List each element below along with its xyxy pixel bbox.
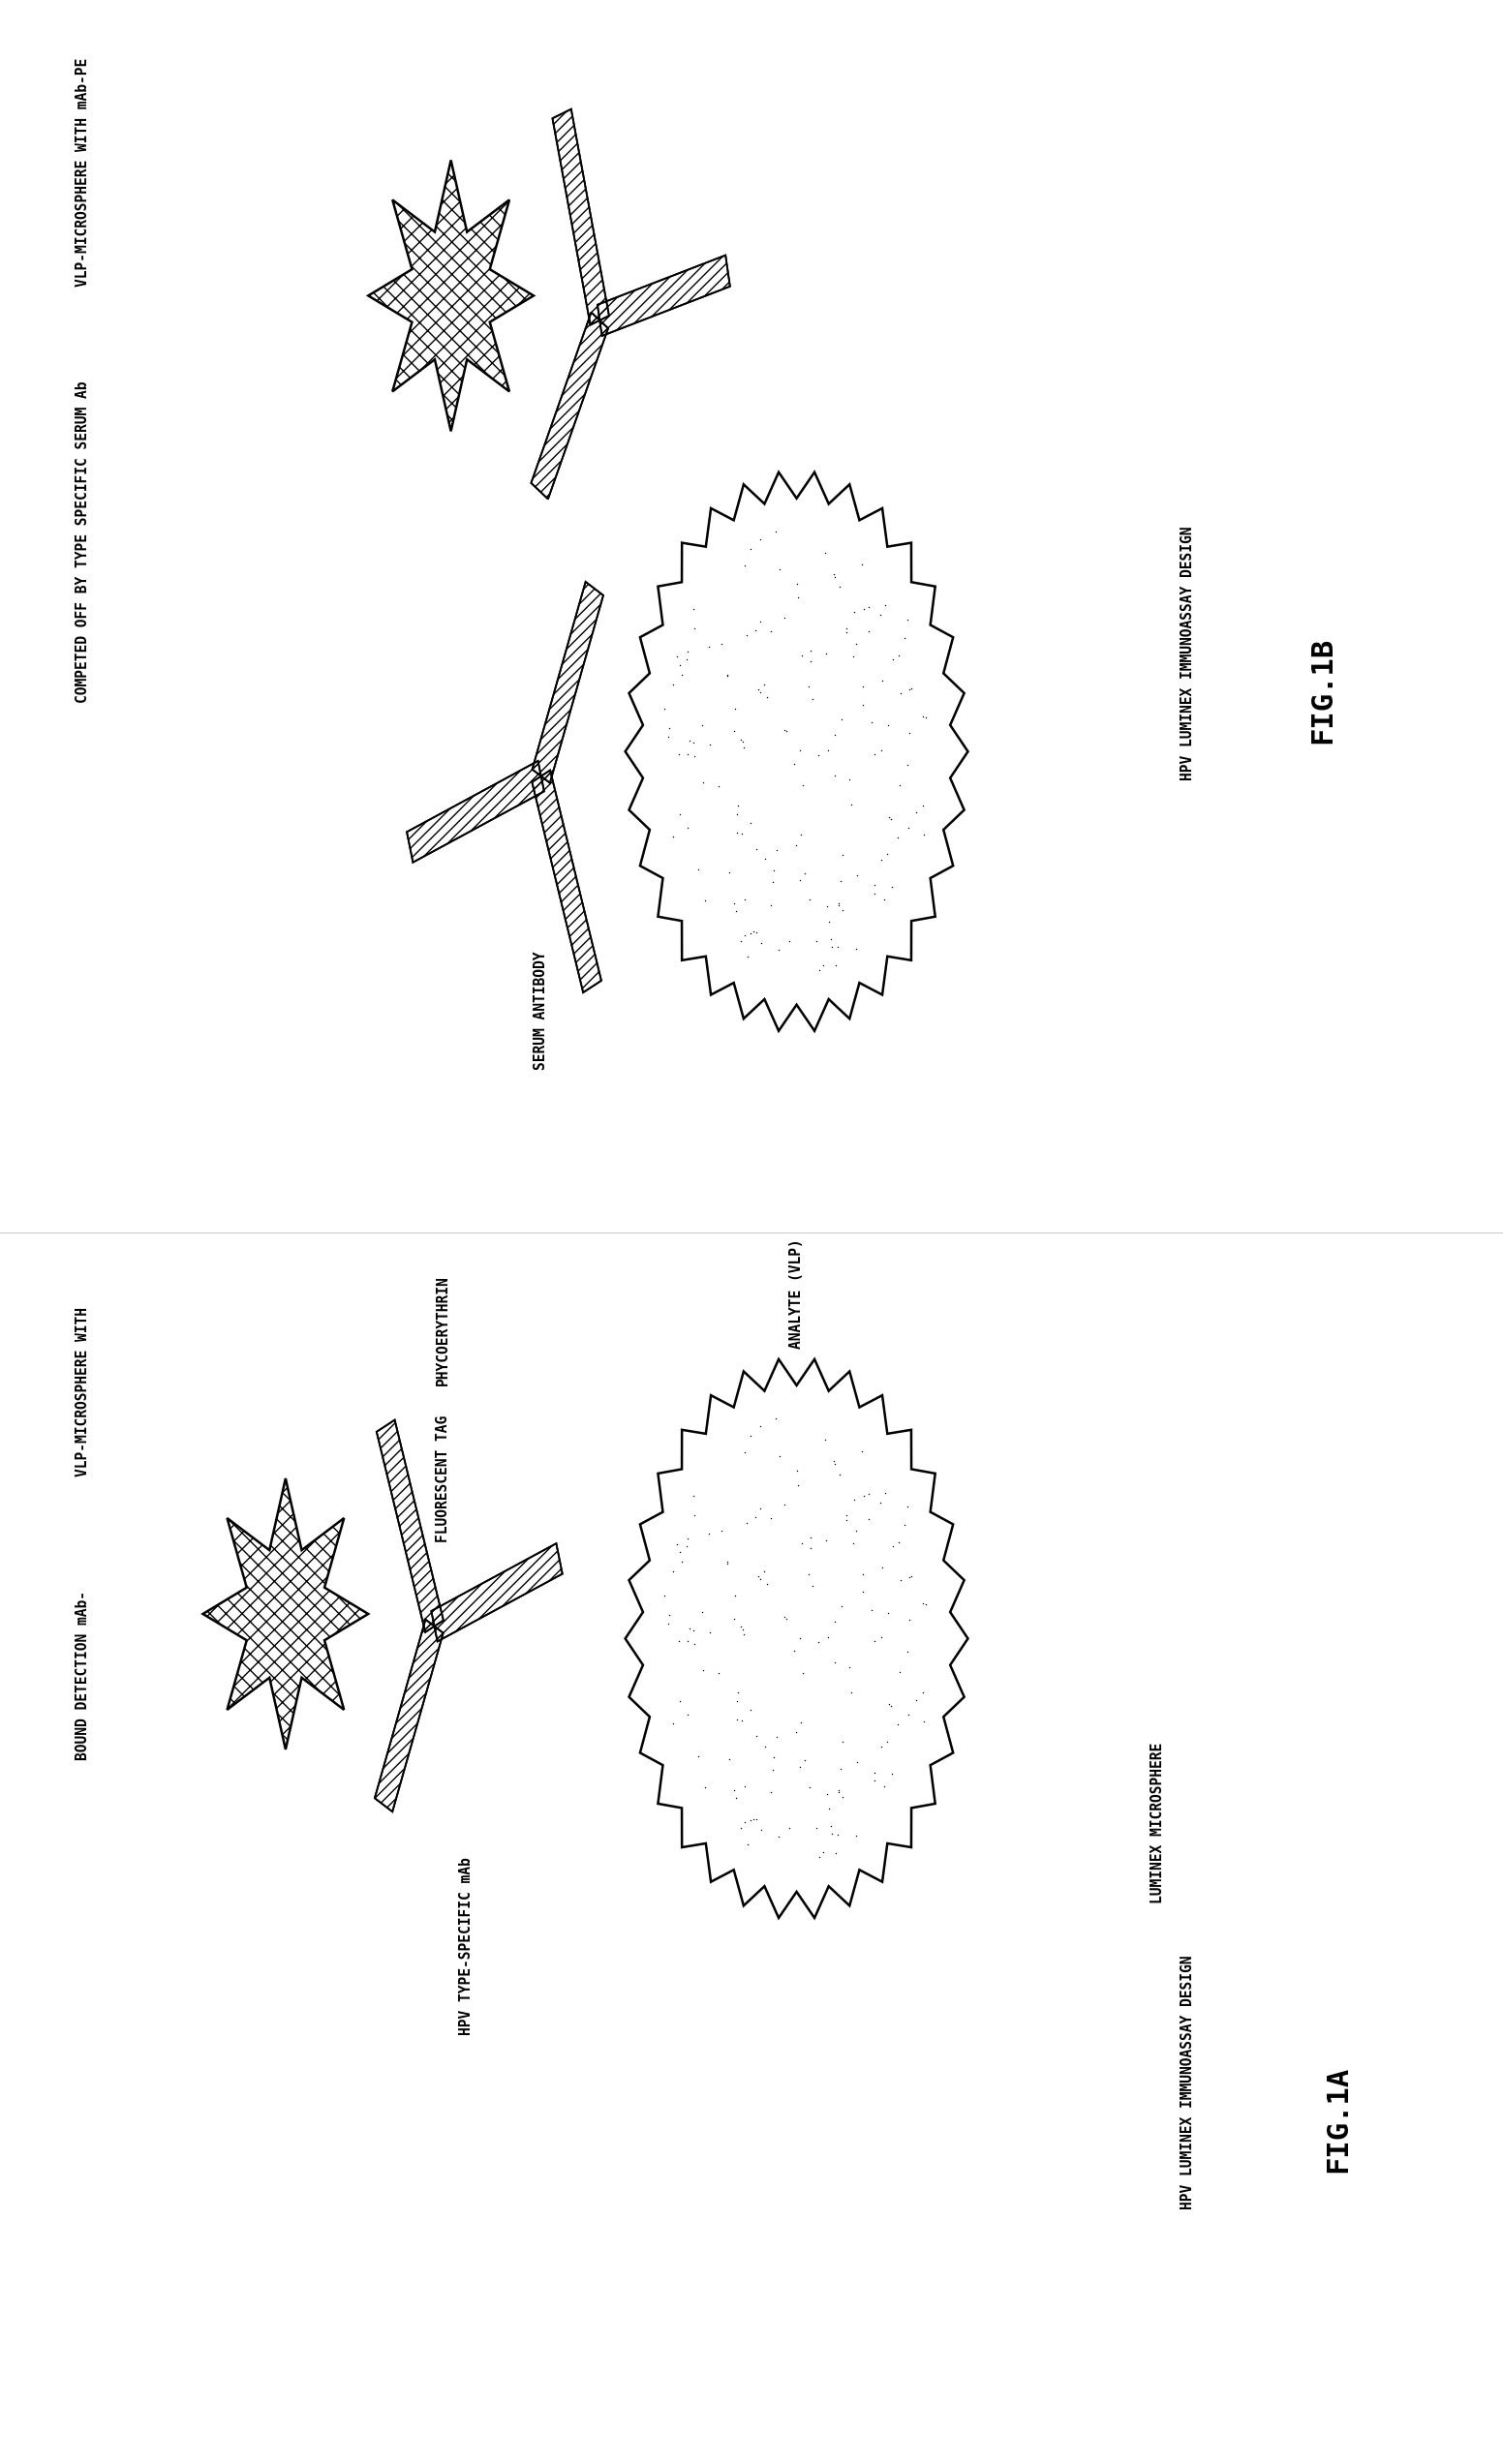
Bar — [532, 582, 603, 784]
Bar — [532, 771, 601, 993]
Bar — [532, 582, 603, 784]
Bar — [531, 313, 609, 500]
Bar — [407, 761, 544, 862]
Bar — [532, 771, 601, 993]
Text: HPV LUMINEX IMMUNOASSAY DESIGN: HPV LUMINEX IMMUNOASSAY DESIGN — [1180, 1954, 1195, 2210]
Circle shape — [639, 1380, 954, 1897]
Bar — [374, 1619, 443, 1811]
Bar — [598, 256, 730, 335]
Text: LUMINEX MICROSPHERE: LUMINEX MICROSPHERE — [1150, 1742, 1165, 1905]
Bar — [377, 1419, 443, 1631]
Bar — [377, 1419, 443, 1631]
Bar — [407, 761, 544, 862]
Circle shape — [639, 493, 954, 1010]
Text: VLP-MICROSPHERE WITH mAb-PE: VLP-MICROSPHERE WITH mAb-PE — [75, 59, 90, 286]
Bar — [532, 771, 601, 993]
Text: FLUORESCENT TAG: FLUORESCENT TAG — [436, 1414, 451, 1542]
Bar — [598, 256, 730, 335]
Text: ANALYTE (VLP): ANALYTE (VLP) — [789, 1239, 804, 1348]
Text: BOUND DETECTION mAb-: BOUND DETECTION mAb- — [75, 1592, 90, 1759]
Bar — [431, 1542, 562, 1641]
Text: FIG.1B: FIG.1B — [1309, 636, 1336, 744]
Bar — [553, 108, 609, 325]
Bar — [431, 1542, 562, 1641]
Text: HPV LUMINEX IMMUNOASSAY DESIGN: HPV LUMINEX IMMUNOASSAY DESIGN — [1180, 525, 1195, 781]
Bar — [531, 313, 609, 500]
Text: HPV TYPE-SPECIFIC mAb: HPV TYPE-SPECIFIC mAb — [458, 1858, 473, 2035]
Bar — [374, 1619, 443, 1811]
Bar — [377, 1419, 443, 1631]
Bar — [431, 1542, 562, 1641]
Bar — [407, 761, 544, 862]
Bar — [374, 1619, 443, 1811]
Bar — [531, 313, 609, 500]
Bar — [598, 256, 730, 335]
Text: PHYCOERYTHRIN: PHYCOERYTHRIN — [436, 1276, 451, 1385]
Bar — [553, 108, 609, 325]
Text: FIG.1A: FIG.1A — [1324, 2065, 1351, 2173]
Text: VLP-MICROSPHERE WITH: VLP-MICROSPHERE WITH — [75, 1308, 90, 1476]
Text: COMPETED OFF BY TYPE SPECIFIC SERUM Ab: COMPETED OFF BY TYPE SPECIFIC SERUM Ab — [75, 382, 90, 702]
Polygon shape — [203, 1478, 368, 1749]
Text: SERUM ANTIBODY: SERUM ANTIBODY — [534, 951, 549, 1069]
Bar — [532, 582, 603, 784]
Bar — [553, 108, 609, 325]
Polygon shape — [368, 160, 534, 431]
